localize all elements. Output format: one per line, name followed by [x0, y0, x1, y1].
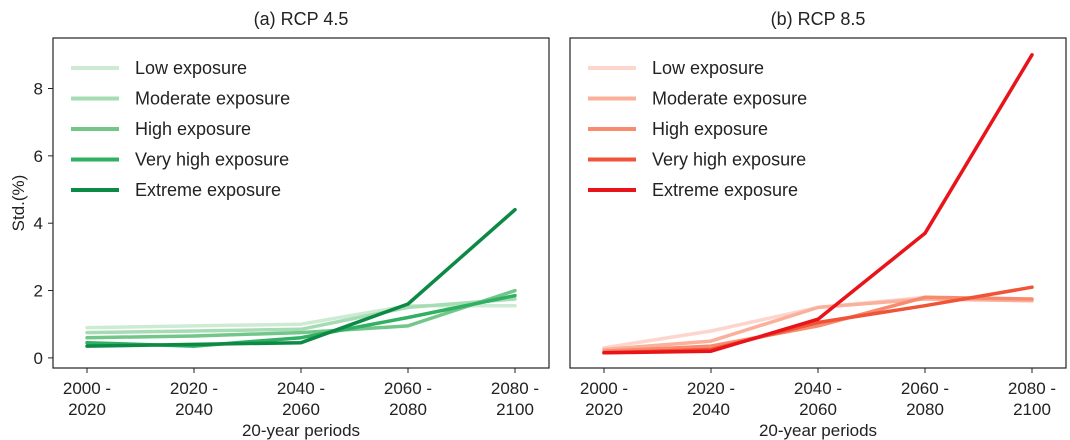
- legend-label: Low exposure: [135, 58, 247, 78]
- series-line: [85, 207, 517, 348]
- x-axis-label: 20-year periods: [759, 421, 877, 440]
- y-tick-label: 6: [34, 147, 43, 166]
- y-axis-label: Std.(%): [9, 175, 28, 232]
- y-tick-label: 2: [34, 282, 43, 301]
- panel-title: (a) RCP 4.5: [254, 9, 349, 29]
- x-tick-label: 2040 -2060: [794, 379, 842, 419]
- legend-label: Moderate exposure: [135, 89, 290, 109]
- series-line: [85, 288, 517, 340]
- legend-label: Moderate exposure: [652, 89, 807, 109]
- legend-label: High exposure: [135, 119, 251, 139]
- series-line: [602, 53, 1034, 355]
- x-tick-label: 2080 -2100: [491, 379, 539, 419]
- x-tick-label: 2080 -2100: [1008, 379, 1056, 419]
- x-tick-label: 2000 -2020: [63, 379, 111, 419]
- x-tick-label: 2020 -2040: [170, 379, 218, 419]
- plot-frame: [52, 37, 550, 369]
- y-tick-label: 0: [34, 349, 43, 368]
- legend-label: Extreme exposure: [652, 180, 798, 200]
- x-tick-label: 2040 -2060: [277, 379, 325, 419]
- legend-label: Extreme exposure: [135, 180, 281, 200]
- plot-frame: [569, 37, 1067, 369]
- legend-label: Low exposure: [652, 58, 764, 78]
- x-tick-label: 2060 -2080: [384, 379, 432, 419]
- x-tick-label: 2020 -2040: [687, 379, 735, 419]
- y-tick-label: 8: [34, 80, 43, 99]
- legend-label: Very high exposure: [652, 150, 806, 170]
- legend-label: Very high exposure: [135, 150, 289, 170]
- legend-label: High exposure: [652, 119, 768, 139]
- x-tick-label: 2000 -2020: [580, 379, 628, 419]
- x-tick-label: 2060 -2080: [901, 379, 949, 419]
- y-tick-label: 4: [34, 214, 43, 233]
- x-axis-label: 20-year periods: [242, 421, 360, 440]
- panel-title: (b) RCP 8.5: [771, 9, 866, 29]
- series-line: [85, 297, 517, 335]
